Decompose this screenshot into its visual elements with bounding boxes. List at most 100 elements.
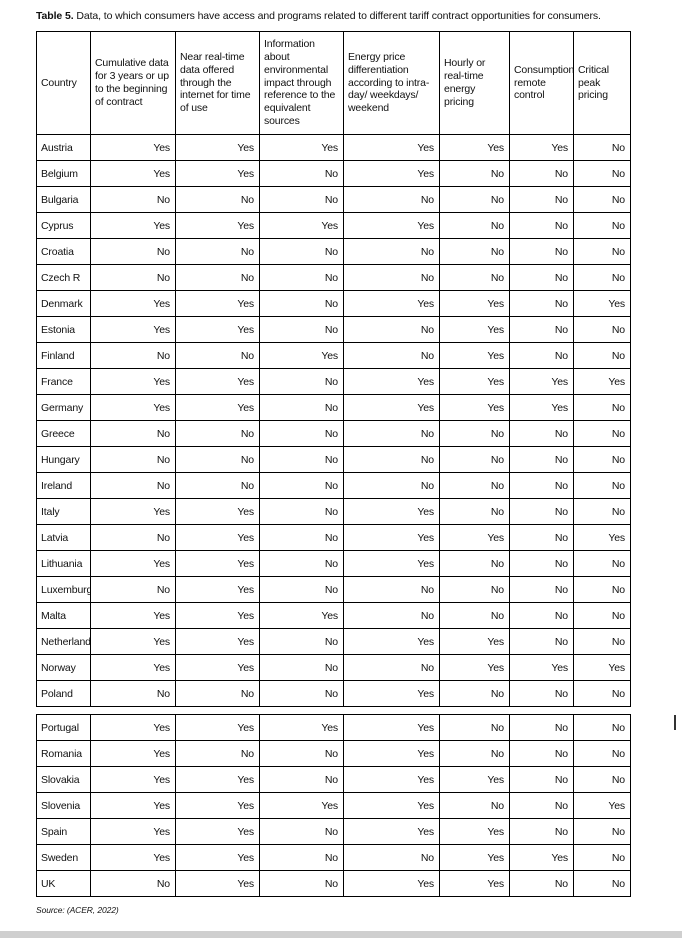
value-cell: Yes [573, 792, 631, 819]
value-cell: No [573, 602, 631, 629]
country-cell: Italy [36, 498, 91, 525]
value-cell: Yes [343, 394, 440, 421]
country-cell: Spain [36, 818, 91, 845]
value-cell: Yes [90, 602, 176, 629]
value-cell: Yes [259, 212, 344, 239]
table-row: Finland No No Yes No Yes No No [36, 342, 631, 369]
value-cell: Yes [175, 316, 260, 343]
value-cell: No [439, 602, 510, 629]
value-cell: No [90, 342, 176, 369]
value-cell: No [573, 576, 631, 603]
value-cell: No [573, 212, 631, 239]
value-cell: No [343, 602, 440, 629]
country-cell: Czech R [36, 264, 91, 291]
table-row: Luxemburg No Yes No No No No No [36, 576, 631, 603]
value-cell: Yes [90, 550, 176, 577]
value-cell: No [175, 186, 260, 213]
table-row: France Yes Yes No Yes Yes Yes Yes [36, 368, 631, 395]
value-cell: No [439, 212, 510, 239]
value-cell: Yes [175, 714, 260, 741]
header-hourly-pricing: Hourly or real-time energy pricing [439, 31, 510, 135]
value-cell: Yes [573, 290, 631, 317]
value-cell: No [439, 472, 510, 499]
value-cell: Yes [90, 394, 176, 421]
value-cell: Yes [175, 870, 260, 897]
value-cell: Yes [175, 394, 260, 421]
value-cell: Yes [90, 316, 176, 343]
value-cell: No [573, 238, 631, 265]
value-cell: Yes [439, 316, 510, 343]
value-cell: Yes [343, 792, 440, 819]
value-cell: Yes [90, 654, 176, 681]
value-cell: No [573, 680, 631, 707]
value-cell: Yes [439, 818, 510, 845]
header-row: Country Cumulative data for 3 years or u… [36, 31, 631, 135]
value-cell: No [573, 740, 631, 767]
value-cell: Yes [175, 654, 260, 681]
value-cell: Yes [175, 818, 260, 845]
value-cell: Yes [439, 290, 510, 317]
value-cell: No [573, 394, 631, 421]
value-cell: No [439, 420, 510, 447]
value-cell: No [573, 134, 631, 161]
value-cell: Yes [90, 818, 176, 845]
value-cell: No [259, 420, 344, 447]
value-cell: No [343, 316, 440, 343]
value-cell: Yes [175, 766, 260, 793]
value-cell: Yes [175, 628, 260, 655]
value-cell: No [259, 472, 344, 499]
header-environmental-impact: Information about environmental impact t… [259, 31, 344, 135]
value-cell: No [259, 186, 344, 213]
value-cell: No [573, 472, 631, 499]
table-row: Ireland No No No No No No No [36, 472, 631, 499]
value-cell: No [573, 550, 631, 577]
table-row: Portugal Yes Yes Yes Yes No No No [36, 714, 631, 741]
table-row: Italy Yes Yes No Yes No No No [36, 498, 631, 525]
value-cell: No [573, 844, 631, 871]
value-cell: Yes [175, 550, 260, 577]
value-cell: No [509, 472, 574, 499]
value-cell: No [573, 342, 631, 369]
value-cell: Yes [439, 654, 510, 681]
value-cell: Yes [90, 498, 176, 525]
value-cell: No [573, 498, 631, 525]
value-cell: No [573, 870, 631, 897]
value-cell: No [439, 680, 510, 707]
country-cell: Cyprus [36, 212, 91, 239]
value-cell: Yes [90, 714, 176, 741]
value-cell: No [90, 238, 176, 265]
value-cell: No [259, 524, 344, 551]
value-cell: Yes [509, 654, 574, 681]
country-cell: Netherlands [36, 628, 91, 655]
value-cell: No [509, 524, 574, 551]
value-cell: Yes [439, 844, 510, 871]
value-cell: Yes [259, 134, 344, 161]
value-cell: No [573, 446, 631, 473]
value-cell: Yes [90, 134, 176, 161]
header-near-real-time-data: Near real-time data offered through the … [175, 31, 260, 135]
value-cell: No [509, 420, 574, 447]
value-cell: Yes [90, 628, 176, 655]
value-cell: Yes [343, 134, 440, 161]
value-cell: No [259, 740, 344, 767]
value-cell: Yes [90, 844, 176, 871]
value-cell: Yes [175, 368, 260, 395]
value-cell: No [509, 212, 574, 239]
country-cell: Norway [36, 654, 91, 681]
value-cell: No [90, 576, 176, 603]
value-cell: Yes [90, 766, 176, 793]
value-cell: No [509, 740, 574, 767]
value-cell: No [509, 446, 574, 473]
value-cell: No [259, 368, 344, 395]
value-cell: No [259, 766, 344, 793]
value-cell: Yes [175, 844, 260, 871]
value-cell: No [509, 290, 574, 317]
value-cell: No [90, 186, 176, 213]
value-cell: No [90, 870, 176, 897]
value-cell: No [259, 394, 344, 421]
value-cell: Yes [343, 680, 440, 707]
table-caption: Table 5. Data, to which consumers have a… [36, 10, 632, 22]
value-cell: No [509, 792, 574, 819]
country-cell: Portugal [36, 714, 91, 741]
value-cell: No [259, 628, 344, 655]
